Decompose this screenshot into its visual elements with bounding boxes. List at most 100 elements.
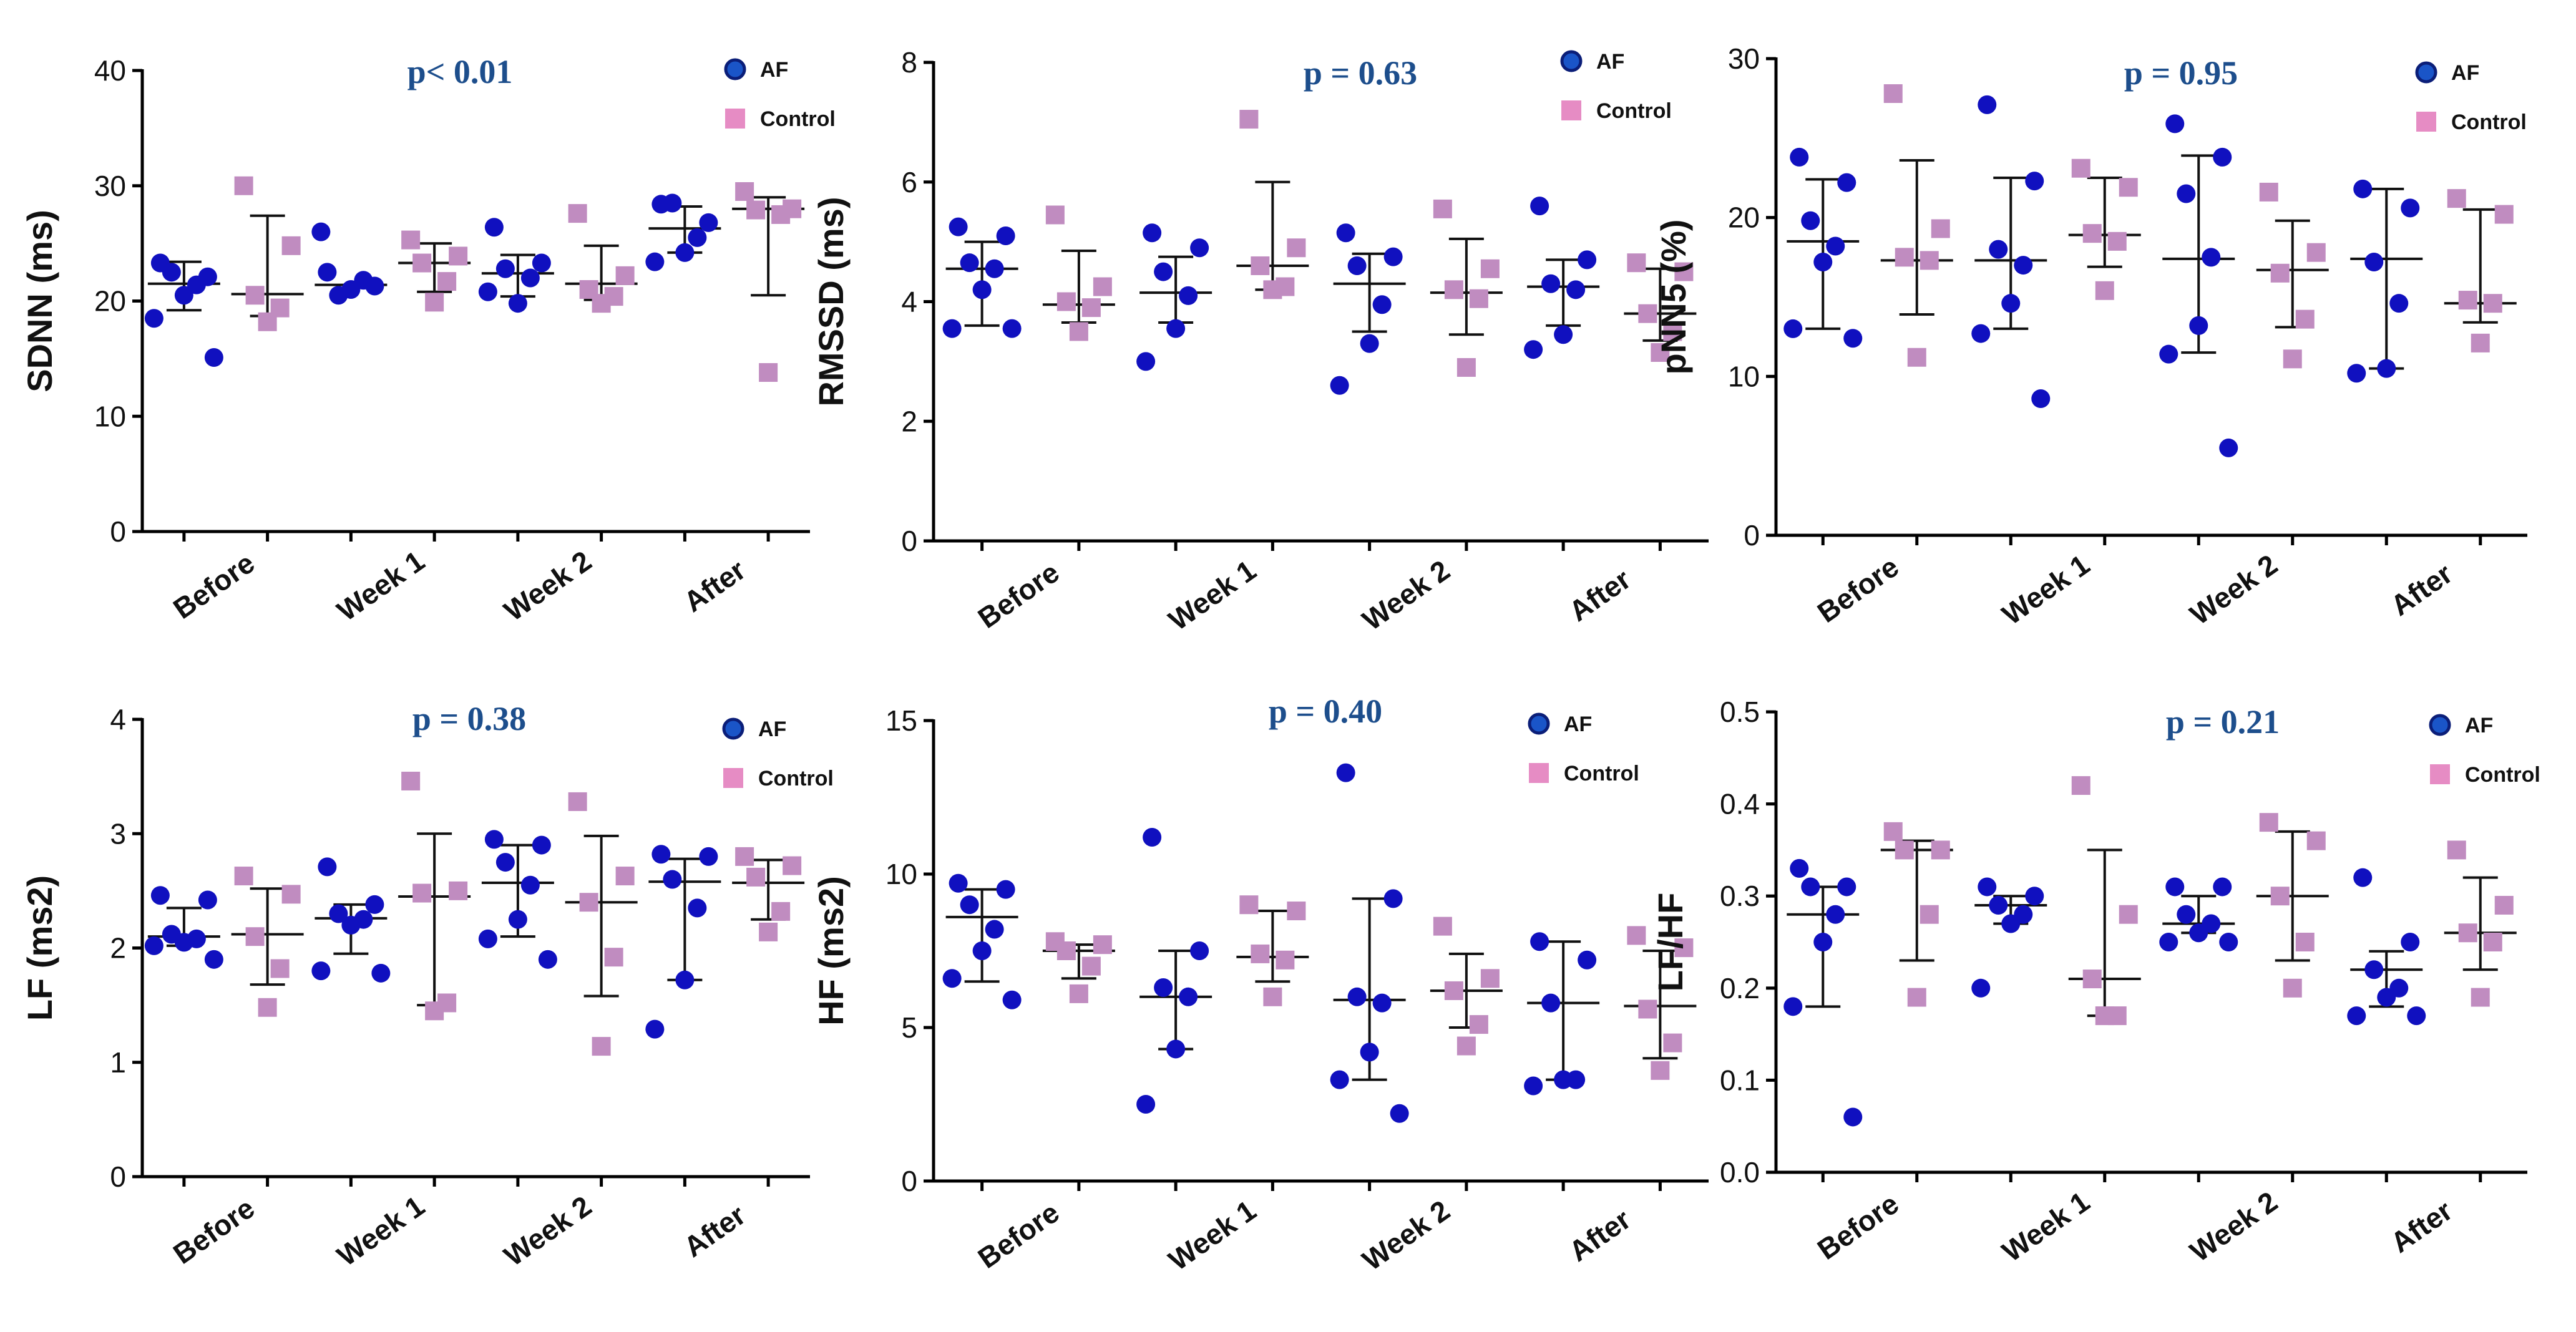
af-point [2025,887,2044,906]
control-point [2270,263,2290,283]
af-point [478,929,497,948]
y-tick-label: 0.1 [1720,1064,1760,1096]
y-tick-label: 0 [901,525,917,557]
af-point [174,933,193,952]
legend-control-marker [2430,764,2450,784]
control-point [1469,289,1488,308]
control-point [2082,224,2102,243]
y-tick-label: 0 [1744,519,1760,552]
category-label-week-1: Week 1 [1996,1185,2095,1268]
af-point [2401,198,2420,218]
legend-af-label: AF [2451,61,2479,85]
control-point [735,847,754,866]
category-label-after: After [1563,1203,1637,1268]
af-point [2177,905,2196,924]
af-point [2202,248,2221,267]
control-point [1433,199,1452,218]
af-point [1971,324,1991,343]
control-point [1895,248,1914,267]
af-point [2159,933,2178,951]
af-point [2025,172,2044,191]
af-point [371,963,391,983]
control-point [281,885,301,904]
af-point [949,873,968,893]
af-point [960,895,979,915]
af-point [1524,340,1543,359]
control-point [1456,1036,1476,1056]
af-point [520,875,540,895]
legend-control-marker [2416,112,2436,132]
control-point [2471,333,2490,352]
af-point [538,950,557,969]
control-point [425,1001,444,1021]
control-point [1056,941,1076,960]
af-point [651,845,671,864]
control-point [579,893,598,912]
af-point [2189,316,2208,335]
af-point [972,941,992,960]
af-point [150,886,170,905]
control-point [270,959,290,978]
y-tick-label: 0 [901,1165,917,1197]
legend-control-label: Control [2451,110,2527,134]
control-point [2270,887,2290,906]
legend-af-marker [1560,50,1583,72]
af-point [1783,997,1803,1016]
control-point [1069,984,1088,1003]
af-point [1390,1104,1409,1123]
category-label-week-1: Week 1 [331,1189,431,1272]
control-point [1674,938,1694,958]
af-point [2364,960,2384,980]
control-point [412,883,432,903]
af-point [329,904,348,923]
control-point [2295,933,2315,951]
af-point [1843,329,1863,348]
control-point [1444,280,1463,299]
y-tick-label: 4 [901,286,917,318]
af-point [645,252,665,271]
legend-af-marker [724,58,746,80]
af-point [1154,978,1173,998]
control-point [1287,902,1306,921]
category-label-after: After [678,1198,751,1263]
af-point [942,319,962,338]
af-point [1002,990,1022,1009]
af-point [960,253,979,273]
af-point [1383,889,1403,908]
legend-control-label: Control [760,107,836,131]
control-point [1276,950,1295,970]
af-point [1530,197,1549,216]
legend-control-marker [1561,100,1581,120]
af-point [663,193,682,213]
control-point [1638,304,1657,323]
af-point [1136,352,1156,371]
af-point [1347,256,1367,275]
p-value-label: p = 0.63 [1304,54,1417,92]
legend: AF Control [2415,61,2527,134]
af-point [204,348,223,367]
af-point [1801,211,1820,230]
legend-control-label: Control [1596,99,1672,123]
control-point [412,253,432,273]
legend-af-label: AF [760,58,788,82]
af-point [2377,359,2396,378]
y-tick-label: 8 [901,46,917,79]
af-point [1978,95,1997,114]
af-point [2014,256,2033,275]
af-point [1790,147,1809,167]
control-point [2306,243,2326,262]
category-label-after: After [2384,1194,2458,1259]
category-label-week-1: Week 1 [1996,548,2095,631]
control-point [1093,277,1112,296]
af-point [688,898,707,918]
af-point [2389,294,2409,313]
control-point [746,200,766,220]
af-point [1154,262,1173,281]
control-point [735,182,754,201]
af-point [2219,933,2238,951]
y-tick-label: 4 [110,703,126,736]
control-point [2283,349,2302,369]
p-value-label: p = 0.40 [1269,693,1382,730]
panel-hf: 0 5 10 15 HF (ms2) Before Week 1 Week 2 After p =… [811,693,1709,1276]
control-point [615,266,635,285]
